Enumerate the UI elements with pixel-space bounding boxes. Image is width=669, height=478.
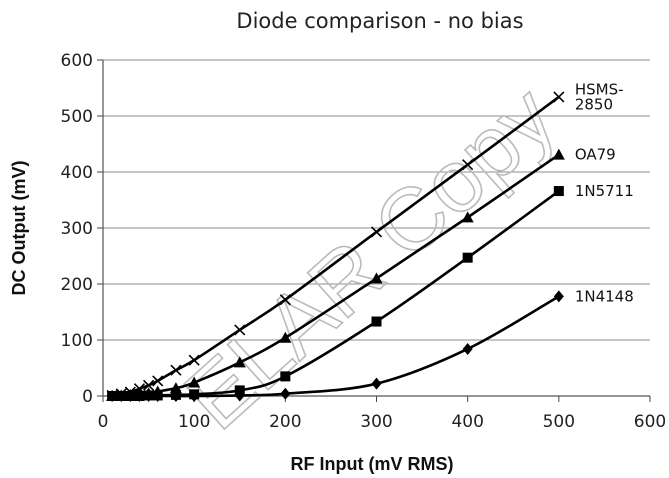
- triangle-marker: [188, 376, 201, 388]
- x-tick-label: 100: [178, 412, 210, 432]
- x-marker: [188, 354, 200, 366]
- x-marker: [234, 324, 246, 336]
- diamond-marker: [107, 390, 118, 402]
- y-tick-label: 100: [61, 331, 93, 351]
- x-tick-label: 400: [451, 412, 483, 432]
- diamond-marker: [116, 390, 127, 402]
- x-marker-stroke: [279, 294, 291, 306]
- diamond-marker: [462, 342, 473, 355]
- diamond-marker: [234, 389, 245, 402]
- triangle-marker: [279, 331, 292, 343]
- square-marker: [280, 371, 291, 382]
- triangle-marker: [552, 148, 565, 160]
- triangle-marker: [370, 272, 383, 284]
- square-marker: [553, 186, 564, 197]
- x-tick-label: 200: [269, 412, 301, 432]
- y-tick-label: 400: [61, 163, 93, 183]
- y-tick-label: 600: [61, 51, 93, 71]
- diamond-marker: [125, 390, 136, 402]
- series-markers: [106, 91, 565, 402]
- y-tick-label: 500: [61, 107, 93, 127]
- x-marker: [279, 294, 291, 306]
- series-label-1n5711: 1N5711: [575, 182, 634, 200]
- gridlines: [103, 59, 650, 341]
- series-label-hsms-2850: 2850: [575, 95, 613, 113]
- x-marker: [553, 91, 565, 103]
- diamond-marker: [134, 390, 145, 402]
- x-marker: [462, 159, 474, 171]
- diamond-marker: [371, 377, 382, 390]
- x-tick-label: 300: [360, 412, 392, 432]
- x-marker-stroke: [370, 226, 383, 238]
- watermark: ELAR Copy: [165, 66, 575, 449]
- x-tick-label: 500: [543, 412, 575, 432]
- x-marker-stroke: [143, 379, 155, 391]
- x-marker-stroke: [170, 364, 182, 376]
- x-tick-label: 0: [98, 412, 109, 432]
- square-marker: [462, 252, 473, 263]
- x-tick-labels: 0 100 200 300 400 500 600: [98, 412, 667, 432]
- x-marker-stroke: [553, 91, 565, 103]
- diamond-marker: [143, 390, 154, 402]
- series-labels: HSMS-2850 OA79 1N5711 1N4148: [575, 80, 634, 305]
- series-label-oa79: OA79: [575, 146, 616, 164]
- diamond-marker: [280, 387, 291, 400]
- square-marker: [371, 316, 382, 327]
- y-axis-title: DC Output (mV): [9, 161, 29, 296]
- x-marker-stroke: [152, 375, 164, 387]
- triangle-marker: [461, 211, 474, 223]
- series-label-1n4148: 1N4148: [575, 287, 634, 305]
- x-marker-stroke: [188, 354, 200, 366]
- y-tick-label: 300: [61, 219, 93, 239]
- x-marker: [152, 375, 164, 387]
- chart-title: Diode comparison - no bias: [236, 9, 523, 33]
- diamond-marker: [152, 390, 163, 402]
- x-marker: [370, 226, 383, 238]
- diamond-marker: [170, 390, 181, 402]
- x-tick-label: 600: [634, 412, 666, 432]
- y-tick-labels: 0 100 200 300 400 500 600: [61, 51, 93, 407]
- x-marker: [170, 364, 182, 376]
- y-tick-label: 0: [82, 387, 93, 407]
- watermark-text: ELAR Copy: [166, 67, 574, 448]
- diamond-marker: [189, 390, 200, 402]
- diamond-marker: [553, 290, 564, 303]
- x-marker-stroke: [462, 159, 474, 171]
- x-axis-title: RF Input (mV RMS): [291, 454, 454, 474]
- series-label-hsms-2850: HSMS-: [575, 80, 624, 98]
- y-tick-label: 200: [61, 275, 93, 295]
- x-marker-stroke: [234, 324, 246, 336]
- x-marker: [143, 379, 155, 391]
- triangle-marker: [233, 356, 246, 368]
